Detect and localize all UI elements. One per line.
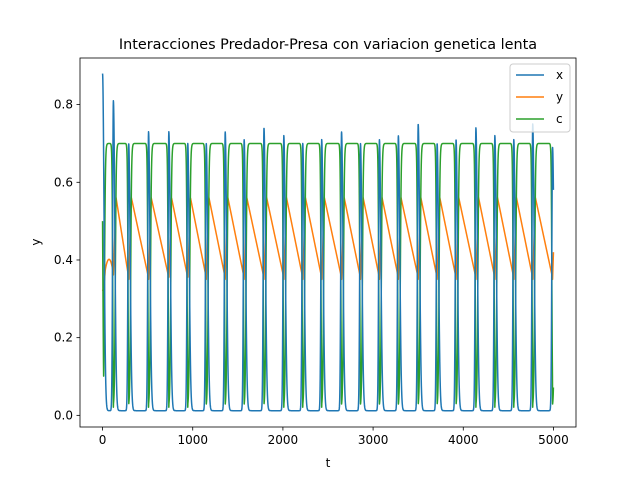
x-tick-label: 2000	[268, 433, 299, 447]
legend-label-c: c	[556, 112, 563, 126]
x-tick-label: 4000	[448, 433, 479, 447]
y-axis: 0.0 0.2 0.4 0.6 0.8	[54, 98, 80, 422]
legend-box	[509, 63, 571, 133]
plot-area	[101, 73, 555, 412]
x-tick-label: 0	[99, 433, 107, 447]
y-axis-label: y	[29, 238, 43, 245]
series-line-x	[101, 73, 555, 412]
axes-frame	[79, 57, 577, 428]
y-tick-label: 0.2	[54, 331, 73, 345]
x-axis: 0 1000 2000 3000 4000 5000	[99, 427, 569, 447]
x-tick-label: 5000	[538, 433, 569, 447]
x-tick-label: 1000	[177, 433, 208, 447]
x-tick-label: 3000	[358, 433, 389, 447]
x-axis-label: t	[326, 456, 331, 470]
legend: x y c	[509, 63, 571, 133]
y-tick-label: 0.0	[54, 408, 73, 422]
legend-label-x: x	[556, 68, 563, 82]
legend-label-y: y	[556, 90, 563, 104]
y-tick-label: 0.4	[54, 253, 73, 267]
y-tick-label: 0.6	[54, 175, 73, 189]
y-tick-label: 0.8	[54, 98, 73, 112]
series-line-c	[101, 142, 555, 409]
chart-title: Interacciones Predador-Presa con variaci…	[119, 37, 537, 53]
